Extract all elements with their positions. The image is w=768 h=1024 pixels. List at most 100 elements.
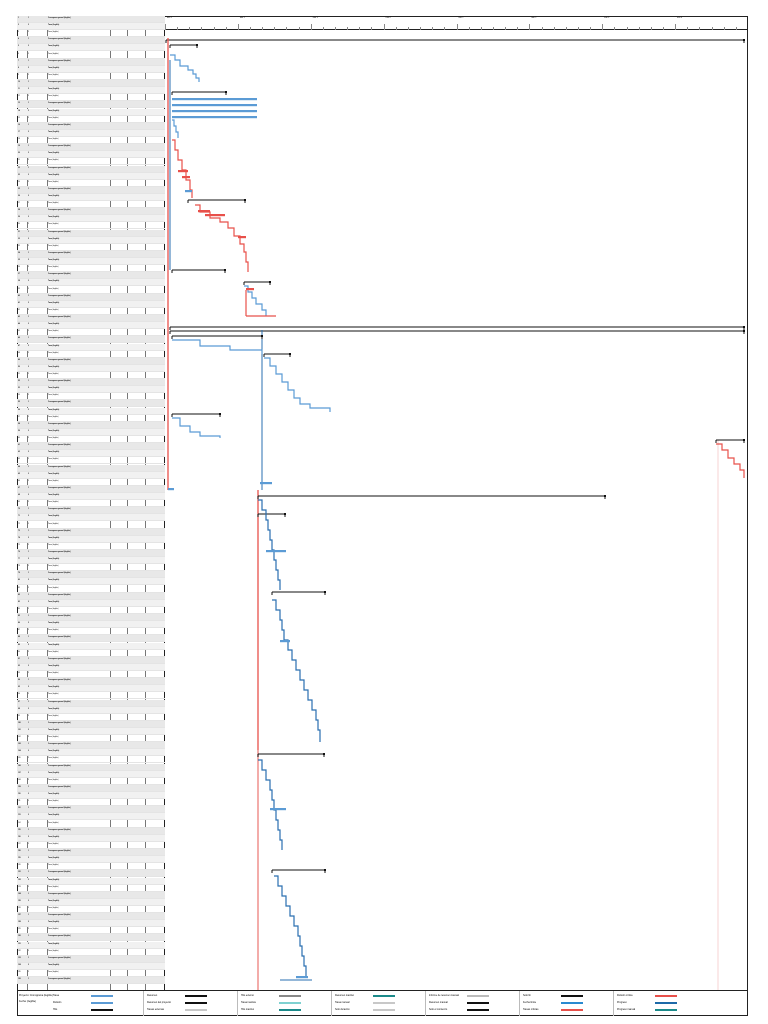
row-number: 33 (18, 245, 20, 247)
task-finish (146, 977, 164, 983)
row-number: 10 (18, 82, 20, 84)
task-start (128, 272, 144, 278)
legend-swatch (185, 995, 207, 997)
task-start (128, 279, 144, 285)
row-number: 21 (18, 160, 20, 162)
task-finish (146, 643, 164, 649)
row-number: 34 (18, 252, 20, 254)
task-start (128, 422, 144, 428)
task-duration (111, 885, 126, 891)
legend-label: Solo duración (335, 1008, 350, 1011)
task-start (128, 529, 144, 535)
task-name: Tarea (ilegible) (48, 174, 60, 176)
timescale-minor-tick (310, 27, 312, 30)
task-start (128, 507, 144, 513)
task-finish (146, 457, 164, 463)
task-name: Cronograma general (ilegible) (48, 252, 71, 254)
row-number: 6 (18, 53, 19, 55)
task-id: 2 (28, 174, 29, 176)
task-id: 3 (28, 309, 29, 311)
task-finish (146, 756, 164, 762)
table-row: 76 1 Cronograma general (ilegible) (17, 550, 165, 557)
table-row: 120 3 Tarea (ilegible) (17, 863, 165, 871)
task-name: Tarea (ilegible) (48, 566, 59, 568)
table-row: 36 3 Tarea (ilegible) (17, 265, 165, 273)
row-number: 20 (18, 153, 20, 155)
row-number: 70 (18, 509, 20, 511)
row-number: 51 (18, 374, 20, 375)
task-id: 3 (28, 694, 29, 696)
task-finish (146, 393, 164, 399)
task-name: Tarea (ilegible) (48, 559, 60, 561)
task-finish (146, 308, 164, 314)
task-duration (111, 749, 126, 755)
table-row: 18 3 Tarea (ilegible) (17, 137, 165, 145)
task-name: Tarea (ilegible) (48, 438, 59, 440)
task-id: 2 (28, 708, 29, 710)
task-duration (111, 835, 126, 841)
task-duration (111, 23, 126, 29)
task-start (128, 244, 144, 250)
task-duration (111, 614, 126, 620)
table-row: 51 3 Tarea (ilegible) (17, 372, 165, 379)
task-start (128, 230, 144, 236)
task-start (128, 607, 144, 613)
task-finish (146, 621, 164, 627)
row-number: 135 (18, 972, 21, 974)
table-row: 35 2 Tarea (ilegible) (17, 258, 165, 266)
task-duration (111, 408, 126, 414)
task-start (128, 885, 144, 891)
task-name: Tarea (ilegible) (48, 153, 60, 155)
table-row: 90 3 Tarea (ilegible) (17, 650, 165, 657)
table-row: 88 1 Cronograma general (ilegible) (17, 635, 165, 643)
row-number: 36 (18, 267, 20, 269)
task-name: Tarea (ilegible) (48, 673, 59, 675)
legend-box: Proyecto: Cronograma (ilegible) Fecha: (… (17, 990, 748, 1016)
task-duration (111, 700, 126, 706)
timescale-minor-tick (723, 27, 725, 30)
table-row: 108 3 Tarea (ilegible) (17, 778, 165, 785)
timescale-minor-tick (529, 27, 531, 30)
table-row: 40 1 Cronograma general (ilegible) (17, 293, 165, 301)
row-number: 114 (18, 822, 21, 824)
task-start (128, 949, 144, 955)
task-name: Tarea (ilegible) (48, 950, 59, 952)
task-id: 2 (28, 537, 29, 539)
table-row: 81 3 Tarea (ilegible) (17, 586, 165, 593)
legend-label: División crítica (617, 994, 633, 997)
task-id: 1 (28, 338, 29, 340)
task-duration (111, 870, 126, 876)
task-finish (146, 742, 164, 748)
task-finish (146, 187, 164, 193)
task-finish (146, 529, 164, 535)
timescale-minor-tick (432, 27, 434, 30)
task-duration (111, 351, 126, 357)
timescale-minor-tick (699, 27, 701, 30)
task-duration (111, 279, 126, 285)
task-name: Tarea (ilegible) (48, 32, 59, 34)
timescale-minor-tick (735, 27, 737, 30)
row-number: 39 (18, 288, 20, 290)
table-row: 124 1 Cronograma general (ilegible) (17, 891, 165, 899)
task-name: Tarea (ilegible) (48, 53, 59, 55)
legend-swatch (655, 1002, 677, 1004)
task-finish (146, 821, 164, 827)
task-start (128, 208, 144, 214)
legend-divider (331, 991, 332, 1016)
timescale-label: trim 4 (385, 17, 391, 19)
row-number: 66 (18, 480, 20, 482)
task-name: Cronograma general (ilegible) (48, 82, 71, 84)
task-duration (111, 813, 126, 819)
task-finish (146, 158, 164, 164)
table-row: 122 2 Tarea (ilegible) (17, 877, 165, 885)
table-row: 19 1 Cronograma general (ilegible) (17, 144, 165, 152)
task-finish (146, 173, 164, 179)
row-number: 121 (18, 872, 21, 874)
row-number: 53 (18, 388, 20, 390)
task-id: 1 (28, 103, 29, 105)
row-number: 124 (18, 893, 21, 895)
task-id: 2 (28, 131, 29, 133)
task-start (128, 899, 144, 905)
task-name: Tarea (ilegible) (48, 302, 60, 304)
task-id: 3 (28, 245, 29, 247)
